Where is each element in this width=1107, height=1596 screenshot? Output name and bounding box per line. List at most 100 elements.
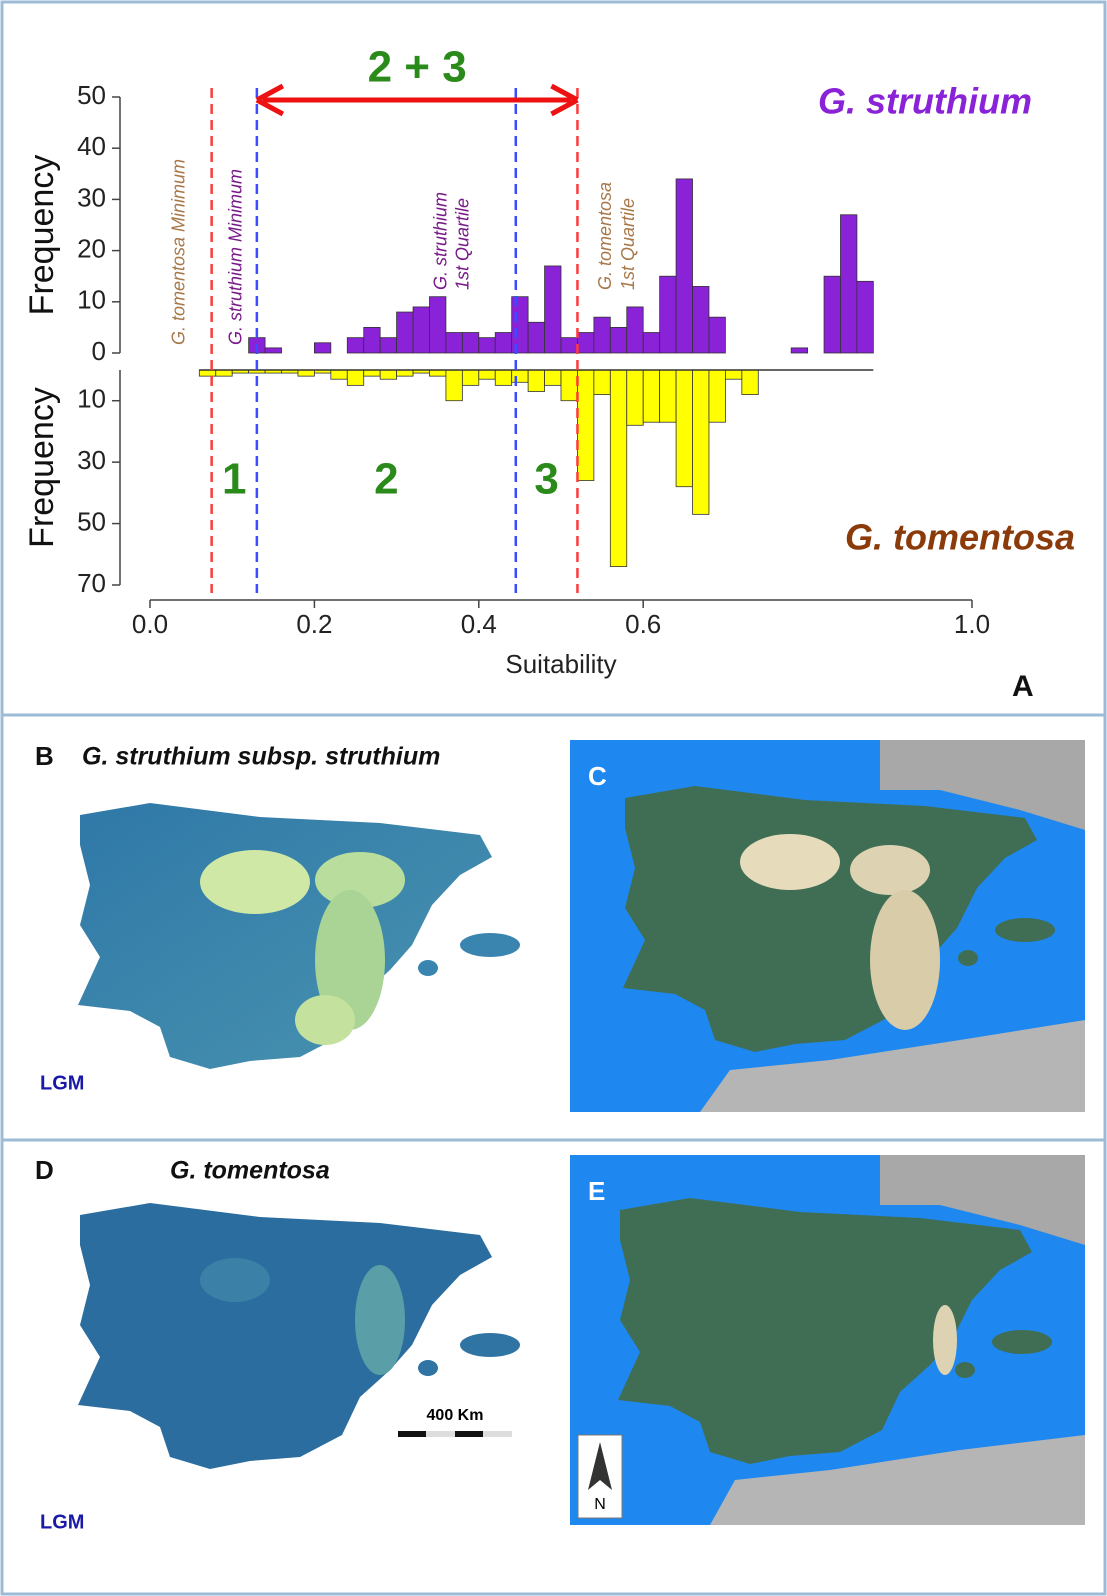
- island: [955, 1362, 975, 1378]
- bar: [413, 307, 429, 353]
- zone-label: 1: [222, 455, 246, 504]
- bar: [610, 327, 626, 353]
- x-tick-label: 0.6: [625, 609, 661, 639]
- north-label: N: [594, 1496, 606, 1513]
- y-tick-label: 10: [77, 285, 106, 315]
- bar: [298, 370, 314, 376]
- bar: [347, 338, 363, 353]
- bar: [479, 370, 495, 379]
- bar: [577, 370, 593, 481]
- marker-label: G. tomentosa Minimum: [168, 159, 188, 345]
- suitable-area: [355, 1265, 405, 1375]
- y-tick-label: 40: [77, 131, 106, 161]
- bar: [462, 370, 478, 385]
- period-label: LGM: [40, 1511, 84, 1533]
- bar: [545, 266, 561, 353]
- suitable-area: [200, 1258, 270, 1302]
- bar: [577, 333, 593, 353]
- bar: [380, 338, 396, 353]
- suitable-area: [200, 850, 310, 914]
- island: [992, 1330, 1052, 1354]
- y-tick-label: 0: [92, 336, 106, 366]
- panel-title: G. struthium subsp. struthium: [82, 743, 440, 771]
- bar: [676, 370, 692, 487]
- bar: [725, 370, 741, 379]
- bar: [479, 338, 495, 353]
- bar: [199, 370, 215, 376]
- x-tick-label: 0.2: [296, 609, 332, 639]
- scale-bar: [398, 1431, 426, 1437]
- y-axis-label: Frequency: [23, 155, 61, 316]
- y2-axis-label: Frequency: [23, 387, 61, 548]
- bar: [314, 343, 330, 353]
- island: [460, 1333, 520, 1357]
- bar: [528, 370, 544, 392]
- bar: [610, 370, 626, 567]
- bar: [643, 333, 659, 353]
- bar: [347, 370, 363, 385]
- marker-label: 1st Quartile: [453, 198, 473, 290]
- bar: [397, 312, 413, 353]
- legend-label: G. struthium: [818, 81, 1032, 122]
- bar: [265, 348, 281, 353]
- x-axis-label: Suitability: [505, 649, 616, 679]
- y-tick-label: 50: [77, 80, 106, 110]
- marker-label: G. struthium: [431, 192, 451, 290]
- bar: [660, 276, 676, 353]
- period-label: LGM: [40, 1072, 84, 1094]
- bar: [512, 297, 528, 353]
- bar: [643, 370, 659, 422]
- bar: [857, 281, 873, 353]
- x-tick-label: 0.0: [132, 609, 168, 639]
- island: [418, 960, 438, 976]
- bar: [495, 333, 511, 353]
- suitable-area: [295, 995, 355, 1045]
- bar: [627, 307, 643, 353]
- bar: [660, 370, 676, 422]
- bar: [512, 370, 528, 382]
- legend-label: G. tomentosa: [845, 517, 1075, 558]
- panel-title: G. tomentosa: [170, 1157, 330, 1185]
- island: [958, 950, 978, 966]
- map-e: E N: [570, 1155, 1085, 1525]
- marker-label: G. tomentosa: [595, 182, 615, 290]
- scale-label: 400 Km: [427, 1407, 484, 1424]
- bar: [429, 370, 445, 376]
- bar: [216, 370, 232, 376]
- bar: [693, 370, 709, 514]
- bar: [364, 327, 380, 353]
- y-tick-label: 20: [77, 233, 106, 263]
- y-tick-label: 30: [77, 182, 106, 212]
- scale-bar: [455, 1431, 483, 1437]
- bar: [824, 276, 840, 353]
- island: [460, 933, 520, 957]
- bar: [561, 338, 577, 353]
- suitable-area: [740, 834, 840, 890]
- island: [418, 1360, 438, 1376]
- bar: [397, 370, 413, 376]
- panel-letter: E: [588, 1176, 605, 1206]
- bar: [545, 370, 561, 385]
- marker-label: G. struthium Minimum: [226, 169, 246, 345]
- x-tick-label: 1.0: [954, 609, 990, 639]
- y2-tick-label: 70: [77, 568, 106, 598]
- bar: [462, 333, 478, 353]
- bar: [446, 370, 462, 401]
- x-tick-label: 0.4: [461, 609, 497, 639]
- bar: [528, 322, 544, 353]
- map-c: C: [570, 740, 1085, 1112]
- suitable-area: [933, 1305, 957, 1375]
- bar: [840, 215, 856, 353]
- island: [995, 918, 1055, 942]
- bar: [709, 370, 725, 422]
- suitable-area: [870, 890, 940, 1030]
- bar: [594, 370, 610, 395]
- y2-tick-label: 50: [77, 506, 106, 536]
- bar: [693, 286, 709, 353]
- bar: [594, 317, 610, 353]
- bar: [709, 317, 725, 353]
- panel-letter: B: [35, 741, 54, 771]
- bar: [446, 333, 462, 353]
- bar: [429, 297, 445, 353]
- bar: [742, 370, 758, 395]
